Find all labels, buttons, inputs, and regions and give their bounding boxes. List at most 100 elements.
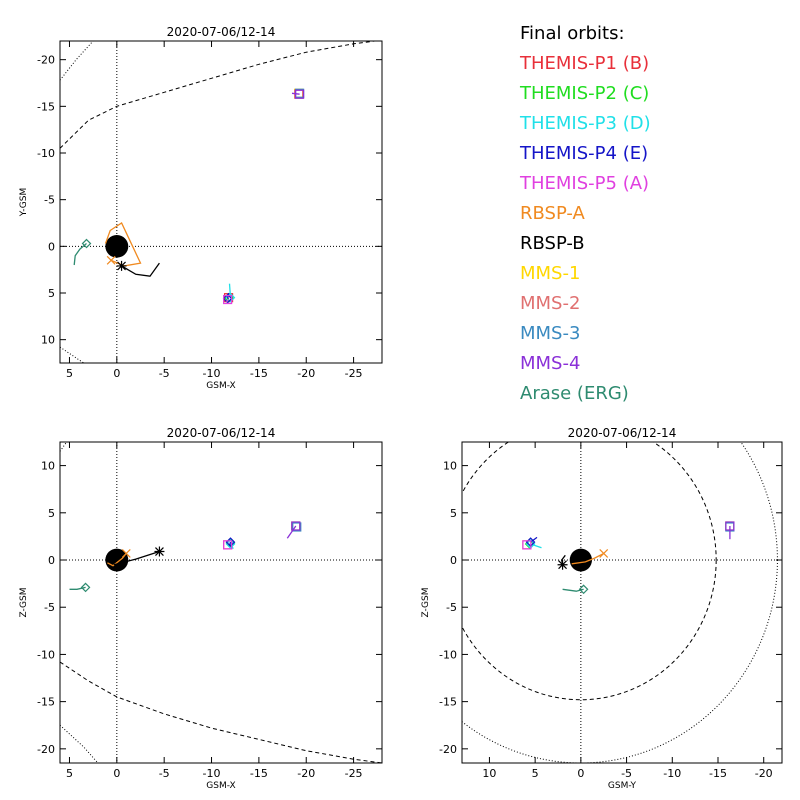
y-tick-label: -5 <box>446 601 457 614</box>
x-tick-label: -20 <box>297 767 315 780</box>
legend-item: THEMIS-P2 (C) <box>519 83 649 104</box>
earth-disk <box>105 548 129 572</box>
y-tick-label: 0 <box>48 240 55 253</box>
x-tick-label: -15 <box>250 767 268 780</box>
y-tick-label: -15 <box>439 696 457 709</box>
x-axis-label: GSM-X <box>206 781 235 791</box>
y-tick-label: 10 <box>443 460 457 473</box>
legend-title: Final orbits: <box>520 23 625 44</box>
x-tick-label: -25 <box>345 767 363 780</box>
legend-item: RBSP-B <box>520 233 585 254</box>
rbsp-b-marker <box>116 260 127 271</box>
legend-item: THEMIS-P1 (B) <box>519 53 649 74</box>
y-axis-label: Z-GSM <box>19 587 29 617</box>
rbsp-a-marker <box>121 548 131 558</box>
themis-p2-c--marker <box>225 538 236 548</box>
y-tick-label: -10 <box>37 648 55 661</box>
bow-shock-boundary <box>60 346 84 363</box>
x-tick-label: 0 <box>113 367 120 380</box>
plot-area <box>60 442 382 763</box>
x-tick-label: -20 <box>755 767 773 780</box>
y-tick-label: 5 <box>48 287 55 300</box>
x-tick-label: -25 <box>345 367 363 380</box>
mms-4-marker <box>725 521 735 531</box>
x-tick-label: -15 <box>709 767 727 780</box>
earth-disk <box>569 548 592 572</box>
y-tick-label: 10 <box>41 460 55 473</box>
legend-item: THEMIS-P5 (A) <box>519 173 649 194</box>
legend-item: MMS-1 <box>520 263 580 284</box>
x-tick-label: -5 <box>621 767 632 780</box>
y-tick-label: 5 <box>48 507 55 520</box>
x-tick-label: -10 <box>203 767 221 780</box>
x-axis-label: GSM-Y <box>608 781 637 791</box>
legend-item: MMS-3 <box>520 323 580 344</box>
magnetopause-boundary <box>462 442 717 701</box>
rbsp-b-orbit-trace <box>121 262 160 277</box>
arase-erg--orbit-trace <box>562 588 584 592</box>
themis-p5-a--marker <box>223 294 233 305</box>
rbsp-b-marker <box>557 559 568 570</box>
panel-yz-plane: 10 5 0 -5 -10 -15 -20 10 5 0 -5 -10 -15 -20 2020-07-06… <box>421 426 783 791</box>
x-tick-label: 0 <box>113 767 120 780</box>
rbsp-a-marker <box>599 548 609 558</box>
panel-title: 2020-07-06/12-14 <box>167 25 276 39</box>
y-tick-label: -10 <box>37 147 55 160</box>
y-tick-label: 10 <box>41 334 55 347</box>
legend-item: THEMIS-P4 (E) <box>519 143 648 164</box>
y-axis-label: Z-GSM <box>421 587 431 617</box>
legend-item: THEMIS-P3 (D) <box>519 113 651 134</box>
y-axis-label: Y-GSM <box>19 188 29 217</box>
themis-p5-a--orbit-trace <box>226 299 229 303</box>
arase-erg--marker <box>81 238 92 249</box>
x-tick-label: 5 <box>66 767 73 780</box>
legend-item: RBSP-A <box>520 203 586 224</box>
arase-erg--orbit-trace <box>73 243 87 266</box>
magnetopause-boundary <box>60 661 382 763</box>
panel-xy-plane: 5 0 -5 -10 -15 -20 -25 -20 -15 -10 -5 0 5 10 2020-07-0… <box>19 25 383 391</box>
legend-item: Arase (ERG) <box>520 383 629 404</box>
rbsp-b-orbit-trace <box>113 550 160 566</box>
panel-xz-plane: 5 0 -5 -10 -15 -20 -25 10 5 0 -5 -10 -15 -20 2020-07-0… <box>19 426 383 791</box>
bow-shock-boundary <box>60 41 94 81</box>
x-tick-label: 0 <box>577 767 584 780</box>
x-tick-label: -20 <box>297 367 315 380</box>
panel-title: 2020-07-06/12-14 <box>167 426 276 440</box>
x-tick-label: -5 <box>159 767 170 780</box>
plot-frame <box>461 441 783 764</box>
themis-p4-e--marker <box>222 293 233 304</box>
plot-frame <box>59 40 383 364</box>
bow-shock-boundary <box>60 442 68 452</box>
plot-frame <box>59 441 383 764</box>
rbsp-a-orbit-trace <box>571 552 604 565</box>
y-tick-label: 5 <box>450 507 457 520</box>
x-tick-label: 5 <box>66 367 73 380</box>
y-tick-label: -15 <box>37 696 55 709</box>
arase-erg--marker <box>578 584 589 595</box>
y-tick-label: -20 <box>439 743 457 756</box>
x-tick-label: 10 <box>482 767 496 780</box>
x-tick-label: -5 <box>159 367 170 380</box>
mms-4-marker <box>295 89 305 99</box>
y-tick-label: -5 <box>44 194 55 207</box>
themis-p4-e--orbit-trace <box>530 536 538 543</box>
magnetopause-boundary <box>60 41 379 149</box>
x-tick-label: 5 <box>532 767 539 780</box>
legend-item: MMS-4 <box>520 353 580 374</box>
plot-area <box>60 41 382 363</box>
bow-shock-boundary <box>60 724 99 763</box>
rbsp-a-marker <box>106 255 116 265</box>
mms-3-marker <box>292 522 302 532</box>
x-tick-label: -10 <box>663 767 681 780</box>
y-tick-label: -10 <box>439 648 457 661</box>
rbsp-b-marker <box>154 546 165 557</box>
y-tick-label: 0 <box>48 554 55 567</box>
x-tick-label: -10 <box>203 367 221 380</box>
themis-p5-a--marker <box>223 540 233 550</box>
y-tick-label: -5 <box>44 601 55 614</box>
x-axis-label: GSM-X <box>206 381 235 391</box>
mms-4-marker <box>291 521 301 531</box>
themis-p5-a--marker <box>522 540 532 550</box>
earth-disk <box>105 235 129 258</box>
